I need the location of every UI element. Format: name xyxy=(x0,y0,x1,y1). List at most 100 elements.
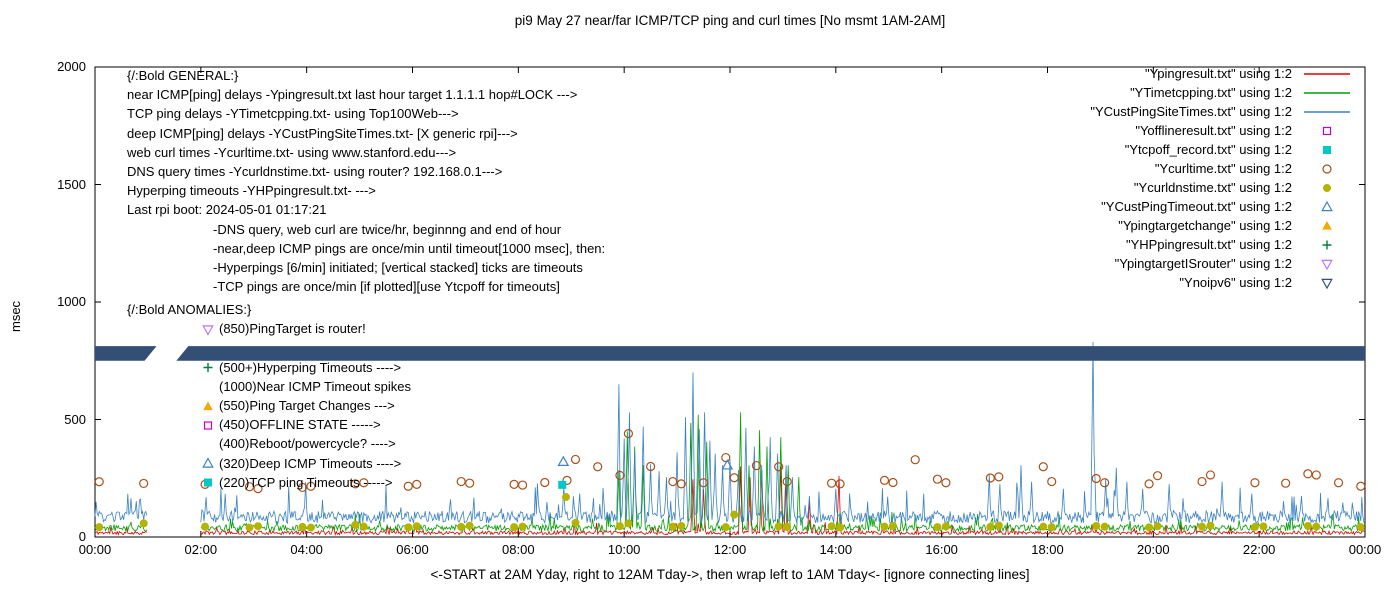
annotation-anomalies-heading: {/:Bold ANOMALIES:} xyxy=(127,302,252,317)
legend-sample-circle-open-icon xyxy=(1302,161,1352,177)
y-tick-label: 1500 xyxy=(57,176,86,192)
x-tick-label: 16:00 xyxy=(925,542,958,557)
x-tick-label: 08:00 xyxy=(502,542,535,557)
anomaly-item-label: (450)OFFLINE STATE -----> xyxy=(219,417,381,433)
anomaly-item: (550)Ping Target Changes ---> xyxy=(201,396,395,415)
annotation-line: -near,deep ICMP pings are once/min until… xyxy=(213,240,606,256)
legend-sample-circle-filled-icon xyxy=(1302,180,1352,196)
legend-row: "Ytcpoff_record.txt" using 1:2 xyxy=(912,140,1352,159)
annotation-line: -DNS query, web curl are twice/hr, begin… xyxy=(213,221,562,237)
legend-label: "Ytcpoff_record.txt" using 1:2 xyxy=(1124,142,1292,157)
series-Ypingresult.txt xyxy=(94,466,1366,537)
y-tick-label: 1000 xyxy=(57,294,86,309)
x-tick-label: 04:00 xyxy=(290,542,323,557)
legend-row: "Ycurltime.txt" using 1:2 xyxy=(912,159,1352,178)
legend-sample-triangle-up-filled-icon xyxy=(1302,218,1352,234)
legend-label: "Yofflineresult.txt" using 1:2 xyxy=(1135,123,1292,138)
legend-label: "YCustPingSiteTimes.txt" using 1:2 xyxy=(1090,104,1292,119)
legend-row: "YpingtargetISrouter" using 1:2 xyxy=(912,254,1352,273)
legend-sample-triangle-down-open-icon xyxy=(1302,256,1352,272)
anomaly-item-label: (1000)Near ICMP Timeout spikes xyxy=(219,378,411,394)
anomaly-item: (400)Reboot/powercycle? ----> xyxy=(201,434,396,453)
x-tick-label: 12:00 xyxy=(713,542,747,557)
anomaly-item-label: (850)PingTarget is router! xyxy=(219,321,366,337)
legend-label: "Ycurltime.txt" using 1:2 xyxy=(1154,161,1292,176)
annotation-line: -TCP pings are once/min [if plotted][use… xyxy=(213,279,560,295)
anomaly-item: (450)OFFLINE STATE -----> xyxy=(201,415,381,434)
plus-icon xyxy=(203,363,213,373)
legend-label: "Ycurldnstime.txt" using 1:2 xyxy=(1133,180,1292,195)
annotation-line: TCP ping delays -YTimetcpping.txt- using… xyxy=(127,106,459,122)
legend-label: "Ypingtargetchange" using 1:2 xyxy=(1118,218,1292,233)
legend-row: "YCustPingSiteTimes.txt" using 1:2 xyxy=(912,102,1352,121)
scatter-YCustPingTimeout.txt xyxy=(557,455,734,470)
chart-title: pi9 May 27 near/far ICMP/TCP ping and cu… xyxy=(514,13,946,28)
x-tick-label: 00:00 xyxy=(78,542,112,557)
marker-spacer xyxy=(201,436,215,452)
y-axis-label: msec xyxy=(8,300,23,332)
anomaly-item: (220)TCP ping Timeouts -----> xyxy=(201,473,393,492)
annotation-general-block: {/:Bold GENERAL:} near ICMP[ping] delays … xyxy=(127,66,605,296)
legend-label: "YHPpingresult.txt" using 1:2 xyxy=(1125,237,1292,252)
anomaly-item: (850)PingTarget is router! xyxy=(201,319,366,338)
scatter-Ycurldnstime.txt xyxy=(95,493,1365,532)
legend-sample-line-icon xyxy=(1302,66,1352,82)
series-YTimetcpping.txt xyxy=(94,412,1366,533)
anomaly-item: (500+)Hyperping Timeouts ----> xyxy=(201,358,401,377)
legend-sample-square-open-icon xyxy=(1302,123,1352,139)
annotation-anomalies-block: {/:Bold ANOMALIES:} (850)PingTarget is ro… xyxy=(127,300,627,500)
x-tick-label: 06:00 xyxy=(396,542,429,557)
legend-label: "YpingtargetISrouter" using 1:2 xyxy=(1114,256,1292,271)
square-open-icon xyxy=(203,421,213,430)
y-tick-label: 2000 xyxy=(57,59,86,74)
y-tick-label: 500 xyxy=(64,411,86,427)
legend-sample-line-icon xyxy=(1302,85,1352,101)
annotation-line: near ICMP[ping] delays -Ypingresult.txt … xyxy=(127,87,578,103)
anomaly-item-label: (500+)Hyperping Timeouts ----> xyxy=(219,359,402,375)
scatter-Ytcpoff_record.txt xyxy=(558,480,567,489)
square-filled-icon xyxy=(204,478,212,487)
legend-label: "Ynoipv6" using 1:2 xyxy=(1179,275,1292,290)
x-tick-label: 14:00 xyxy=(819,542,853,557)
x-tick-label: 00:00 xyxy=(1348,542,1382,557)
triangle-up-filled-icon xyxy=(203,401,213,410)
legend-row: "Ynoipv6" using 1:2 xyxy=(912,273,1352,292)
annotation-line: -Hyperpings [6/min] initiated; [vertical… xyxy=(213,259,583,275)
annotation-line: DNS query times -Ycurldnstime.txt- using… xyxy=(127,163,503,179)
anomaly-item-label: (400)Reboot/powercycle? ----> xyxy=(219,436,396,452)
annotation-line: deep ICMP[ping] delays -YCustPingSiteTim… xyxy=(127,125,518,141)
legend-row: "YCustPingTimeout.txt" using 1:2 xyxy=(912,197,1352,216)
triangle-down-open-icon xyxy=(202,325,214,336)
x-tick-label: 22:00 xyxy=(1242,542,1276,557)
series-YCustPingSiteTimes.txt xyxy=(94,341,1366,525)
annotation-general-heading: {/:Bold GENERAL:} xyxy=(127,68,239,83)
anomaly-item-label: (220)TCP ping Timeouts -----> xyxy=(219,474,393,490)
legend-row: "Ycurldnstime.txt" using 1:2 xyxy=(912,178,1352,197)
anomaly-item: (320)Deep ICMP Timeouts ----> xyxy=(201,454,401,473)
x-axis-label: <-START at 2AM Yday, right to 12AM Tday-… xyxy=(430,567,1030,582)
legend-row: "YTimetcpping.txt" using 1:2 xyxy=(912,83,1352,102)
anomaly-item: (1000)Near ICMP Timeout spikes xyxy=(201,377,411,396)
legend-sample-triangle-down-open-icon xyxy=(1302,275,1352,291)
legend-sample-square-filled-icon xyxy=(1302,142,1352,158)
annotation-line: web curl times -Ycurltime.txt- using www… xyxy=(127,144,457,160)
legend-row: "Ypingtargetchange" using 1:2 xyxy=(912,216,1352,235)
triangle-up-open-icon xyxy=(202,457,214,468)
x-tick-label: 10:00 xyxy=(607,542,641,557)
y-tick-label: 0 xyxy=(78,529,86,544)
marker-spacer xyxy=(201,378,215,394)
legend: "Ypingresult.txt" using 1:2 "YTimetcpping… xyxy=(912,64,1352,292)
anomaly-item-label: (550)Ping Target Changes ---> xyxy=(219,398,395,413)
legend-sample-plus-icon xyxy=(1302,237,1352,253)
legend-sample-line-icon xyxy=(1302,104,1352,120)
x-tick-label: 02:00 xyxy=(184,542,218,557)
annotation-line: Hyperping timeouts -YHPpingresult.txt- -… xyxy=(127,183,376,199)
legend-label: "Ypingresult.txt" using 1:2 xyxy=(1144,66,1292,81)
legend-row: "Ypingresult.txt" using 1:2 xyxy=(912,64,1352,83)
legend-row: "YHPpingresult.txt" using 1:2 xyxy=(912,235,1352,254)
anomaly-item-label: (320)Deep ICMP Timeouts ----> xyxy=(219,455,402,471)
annotation-line: Last rpi boot: 2024-05-01 01:17:21 xyxy=(127,202,327,218)
legend-sample-triangle-up-open-icon xyxy=(1302,199,1352,215)
